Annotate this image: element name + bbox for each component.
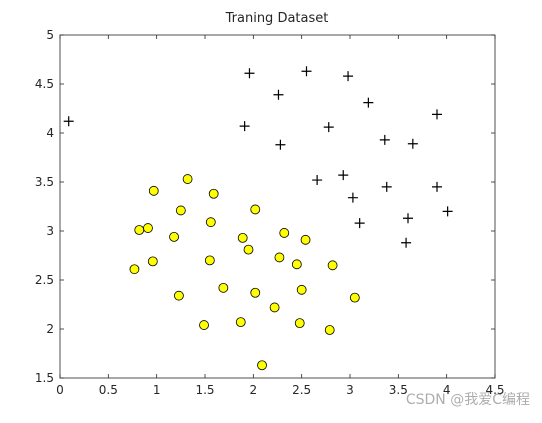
circle-marker [324,325,335,335]
circle-marker [235,317,246,328]
x-tick-label: 3 [346,383,354,397]
circle-marker [296,284,307,295]
plus-marker [347,192,358,203]
plus-marker [275,139,286,150]
watermark: CSDN @我爱C编程 [406,392,530,408]
x-tick-label: 4 [443,383,451,397]
plus-marker [338,170,349,181]
plus-marker [63,116,74,127]
plus-marker [432,109,442,120]
circle-marker [204,255,215,266]
x-tick-label: 1.5 [195,383,214,397]
circle-marker [349,292,360,303]
circle-marker [173,290,184,301]
circle-marker [279,228,290,238]
circle-marker [199,320,209,330]
circle-marker [205,217,216,228]
plot-box [59,34,496,379]
y-tick-label: 5 [46,28,54,42]
plus-marker [239,121,250,132]
chart-title: Traning Dataset [225,11,329,26]
plus-marker [379,134,390,145]
x-tick-label: 0.5 [99,383,118,397]
circle-marker [147,256,158,267]
circle-marker [148,185,159,196]
circle-marker [129,264,140,275]
circle-marker [269,302,280,313]
x-tick-label: 0 [56,383,64,397]
circle-marker [182,174,193,184]
circle-marker [257,360,267,371]
y-tick-label: 3.5 [35,175,54,189]
circle-marker [143,223,153,233]
x-tick-label: 1 [153,383,161,397]
plus-marker [244,68,255,79]
plus-marker [301,66,312,77]
circle-marker [218,282,229,293]
plus-marker [401,237,412,248]
y-tick-label: 4.5 [35,77,54,91]
y-tick-label: 2.5 [35,273,54,287]
plus-marker [407,138,418,149]
plus-marker [363,97,374,108]
y-tick-label: 4 [46,126,54,140]
circle-marker [134,225,145,235]
circle-marker [291,259,302,270]
circle-marker [327,260,338,271]
x-tick-label: 4.5 [485,383,504,397]
circle-marker [169,231,179,242]
y-tick-label: 3 [46,224,54,238]
plus-marker [354,218,365,229]
plus-marker [442,206,453,217]
plus-marker [343,71,354,82]
circle-marker [250,204,261,215]
circle-marker [250,287,261,298]
y-tick-label: 1.5 [35,371,54,385]
plus-marker [312,175,323,186]
x-tick-label: 2.5 [292,383,311,397]
plus-marker [273,89,284,100]
circle-marker [175,205,186,216]
circle-marker [243,244,254,255]
plus-marker [403,213,413,224]
plus-marker [381,181,392,192]
x-tick-label: 2 [250,383,258,397]
plus-marker [432,181,442,192]
circle-marker [274,252,285,263]
circle-marker [237,232,248,243]
y-tick-label: 2 [46,322,54,336]
circle-marker [208,188,219,199]
x-tick-label: 3.5 [389,383,408,397]
plus-marker [323,122,334,133]
circle-marker [300,234,311,245]
circle-marker [294,318,305,329]
